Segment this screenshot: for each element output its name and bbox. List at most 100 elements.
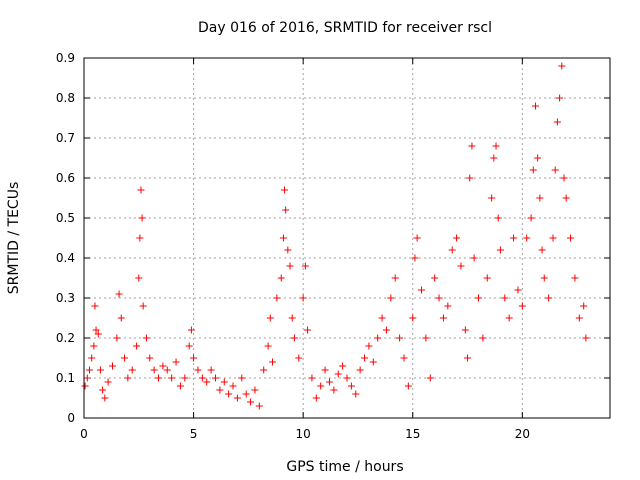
data-point (163, 366, 171, 374)
data-point (475, 294, 482, 302)
data-point (464, 354, 472, 362)
plot-frame (83, 57, 611, 419)
data-point (435, 294, 443, 302)
data-point (494, 214, 502, 222)
data-point (286, 262, 294, 270)
data-point (418, 286, 426, 294)
data-point (431, 274, 439, 282)
data-point (138, 214, 146, 222)
data-point (551, 166, 559, 174)
data-point (325, 378, 333, 386)
data-point (137, 186, 145, 194)
data-point (133, 342, 141, 350)
y-tick-label: 0.7 (56, 131, 75, 145)
data-point (115, 290, 123, 298)
x-tick-label: 20 (515, 427, 530, 441)
data-point (190, 354, 198, 362)
y-tick-label: 0 (67, 411, 75, 425)
data-point (575, 314, 583, 322)
data-point (304, 326, 312, 334)
x-tick-label: 15 (405, 427, 420, 441)
data-point (185, 342, 193, 350)
data-point (369, 358, 377, 366)
data-point (549, 234, 557, 242)
data-point (352, 390, 360, 398)
data-point (545, 294, 553, 302)
data-point (391, 274, 399, 282)
data-point (492, 142, 500, 150)
data-point (426, 374, 434, 382)
chart-title: Day 016 of 2016, SRMTID for receiver rsc… (198, 20, 492, 36)
y-tick-label: 0.6 (56, 171, 75, 185)
data-point (404, 382, 412, 390)
data-point (88, 354, 96, 362)
data-point (387, 294, 395, 302)
x-tick-labels: 0 5 10 15 20 (80, 427, 530, 441)
data-point (168, 374, 176, 382)
x-tick-label: 10 (296, 427, 311, 441)
data-point (422, 334, 430, 342)
data-point (104, 378, 112, 386)
data-point (155, 374, 163, 382)
data-point (400, 354, 408, 362)
data-point (136, 234, 144, 242)
data-point (396, 334, 404, 342)
data-point (181, 374, 189, 382)
data-point (187, 326, 195, 334)
data-point (233, 394, 241, 402)
data-point (121, 354, 129, 362)
data-point (483, 274, 491, 282)
data-point (146, 354, 154, 362)
data-point (514, 286, 522, 294)
data-point (247, 398, 255, 406)
data-point (279, 234, 287, 242)
data-point (212, 374, 219, 382)
data-point (571, 274, 579, 282)
x-tick-label: 0 (80, 427, 88, 441)
data-point (142, 334, 150, 342)
data-point (90, 342, 98, 350)
data-point (81, 382, 89, 390)
data-point (301, 262, 309, 270)
data-point (225, 390, 233, 398)
x-tick-label: 5 (190, 427, 198, 441)
data-point (266, 314, 274, 322)
data-point (139, 302, 147, 310)
data-point (96, 366, 104, 374)
data-point (356, 366, 364, 374)
data-point (582, 334, 590, 342)
data-point (529, 166, 537, 174)
data-point (468, 142, 476, 150)
data-point (560, 174, 568, 182)
data-point (282, 206, 290, 214)
data-point (295, 354, 303, 362)
y-tick-label: 0.5 (56, 211, 75, 225)
data-point (108, 362, 116, 370)
data-point (321, 366, 329, 374)
y-tick-label: 0.2 (56, 331, 75, 345)
data-point (562, 194, 570, 202)
data-point (128, 366, 136, 374)
data-point (150, 366, 158, 374)
y-tick-label: 0.8 (56, 91, 75, 105)
data-point (470, 254, 478, 262)
data-point (536, 194, 544, 202)
data-point (229, 382, 237, 390)
data-point (194, 366, 202, 374)
data-point (439, 314, 447, 322)
data-point (466, 174, 474, 182)
data-point (260, 366, 268, 374)
data-point (567, 234, 575, 242)
data-point (347, 382, 355, 390)
y-tick-labels: 0 0.1 0.2 0.3 0.4 0.5 0.6 0.7 0.8 0.9 (56, 51, 75, 425)
data-point (409, 314, 417, 322)
data-point (558, 62, 566, 70)
data-point (91, 302, 99, 310)
data-point (479, 334, 487, 342)
data-point (117, 314, 125, 322)
data-point (242, 390, 250, 398)
data-point (299, 294, 307, 302)
data-point (534, 154, 542, 162)
data-point (334, 370, 342, 378)
